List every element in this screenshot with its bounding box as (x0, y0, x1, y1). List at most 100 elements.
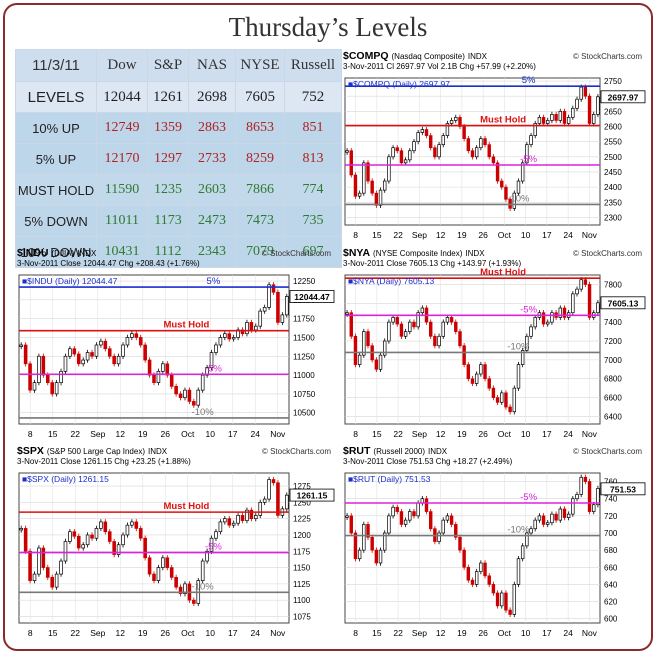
column-header-dow: Dow (96, 49, 148, 82)
candle (236, 515, 240, 524)
candle (28, 363, 32, 391)
candle (395, 506, 399, 512)
candle (512, 584, 517, 615)
y-tick-label: 2650 (604, 107, 622, 116)
y-tick-label: 1125 (293, 580, 311, 589)
x-tick-label: Nov (582, 628, 598, 638)
candle (387, 156, 391, 182)
candle (205, 550, 209, 562)
level-label-ten_down: -10% (507, 193, 530, 204)
x-tick-label: Sep (90, 628, 105, 638)
x-tick-label: 26 (161, 628, 171, 638)
candle (516, 558, 521, 585)
y-tick-label: 6600 (604, 394, 622, 403)
chart-stats: 3-Nov-2011 Close 751.53 Chg +18.27 (+2.4… (343, 457, 513, 466)
candle (391, 506, 395, 517)
candle (470, 150, 475, 158)
candle (487, 144, 491, 158)
table-cell: 7473 (235, 205, 285, 237)
candle (345, 312, 349, 315)
table-cell: 774 (284, 174, 342, 206)
candle (174, 576, 178, 588)
candle (267, 479, 271, 500)
candle (370, 180, 374, 194)
candle (45, 374, 50, 383)
row-label: 10% DOWN (15, 236, 97, 268)
candle (81, 359, 85, 365)
y-tick-label: 10500 (293, 409, 316, 418)
y-tick-label: 10750 (293, 390, 316, 399)
y-tick-label: 12250 (293, 277, 316, 286)
candle (262, 498, 267, 503)
candle (276, 482, 280, 516)
candle (223, 518, 227, 523)
candle (200, 374, 205, 391)
candle (107, 531, 112, 542)
candle (271, 284, 276, 293)
x-tick-label: Sep (90, 429, 105, 439)
candle (479, 562, 483, 572)
table-cell: 8259 (235, 143, 285, 175)
x-tick-label: Sep (412, 429, 427, 439)
table-row-10-down: 10% DOWN 10431 1112 2343 7079 697 (15, 236, 342, 268)
x-tick-label: 19 (138, 628, 148, 638)
candle (218, 521, 223, 533)
candle (50, 576, 54, 588)
table-cell: 2863 (188, 112, 236, 144)
row-label: LEVELS (15, 81, 97, 113)
candle (227, 518, 232, 526)
candle (165, 363, 170, 376)
candle (445, 515, 450, 521)
x-tick-label: 19 (457, 230, 467, 240)
chart-compq: $COMPQ (Nasdaq Composite) INDX © StockChart… (343, 50, 646, 240)
x-tick-label: 19 (138, 429, 148, 439)
row-label: MUST HOLD (15, 174, 97, 206)
candle (76, 535, 81, 549)
chart-symbol-kind: INDX (428, 447, 448, 456)
y-tick-label: 740 (604, 495, 618, 504)
candle (19, 528, 24, 531)
table-cell: 813 (284, 143, 342, 175)
x-tick-label: Nov (582, 230, 598, 240)
x-tick-label: Oct (498, 230, 512, 240)
chart-rut: $RUT (Russell 2000) INDX © StockCharts.com 3… (343, 445, 646, 638)
candle (63, 541, 68, 562)
candle (112, 541, 116, 555)
candle (54, 573, 59, 588)
x-tick-label: 26 (478, 628, 488, 638)
candle (59, 560, 63, 575)
x-tick-label: 8 (28, 429, 33, 439)
y-tick-label: 6800 (604, 375, 622, 384)
table-cell: 12749 (96, 112, 148, 144)
x-tick-label: 12 (116, 628, 126, 638)
candle (587, 481, 592, 512)
candle (575, 98, 579, 109)
y-tick-label: 660 (604, 563, 618, 572)
candle (525, 532, 529, 547)
candle (357, 549, 362, 560)
candle (254, 325, 258, 331)
candle (487, 378, 491, 389)
table-date-header: 11/3/11 (15, 49, 97, 82)
candle (546, 321, 550, 325)
candle (479, 138, 483, 149)
candle (357, 192, 362, 197)
x-tick-label: 19 (457, 429, 467, 439)
x-tick-label: Oct (498, 429, 512, 439)
candle (550, 114, 554, 121)
candle (571, 293, 575, 314)
candle (428, 321, 433, 337)
candle (408, 150, 412, 161)
candle (362, 162, 366, 194)
candle (579, 279, 583, 290)
level-label-hold: Must Hold (480, 115, 526, 126)
candle (408, 321, 412, 332)
candle (103, 340, 108, 350)
candle (433, 335, 437, 347)
candle (579, 86, 583, 100)
levels-card: Thursday’s Levels 11/3/11 Dow S&P NAS NY… (3, 3, 653, 651)
candle (533, 519, 537, 530)
candle (178, 586, 183, 595)
candle (462, 126, 466, 139)
candle (107, 348, 112, 357)
